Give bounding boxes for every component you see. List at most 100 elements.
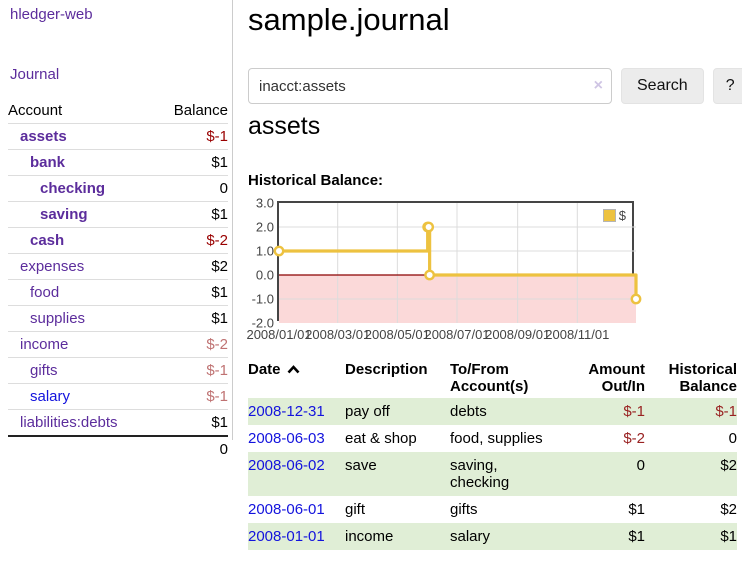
transaction-description: eat & shop (345, 430, 417, 447)
account-link-assets[interactable]: assets (20, 128, 67, 145)
main-content: sample.journal × Search ? assets Histori… (246, 0, 742, 582)
search-button[interactable]: Search (621, 68, 704, 104)
x-tick-label: 2008/03/01 (305, 327, 371, 342)
account-row: gifts $-1 (8, 357, 228, 384)
register-row: 2008-06-01 gift gifts $1 $2 (248, 496, 737, 523)
accounts-column-header: To/From Account(s) (450, 361, 529, 395)
account-balance: $1 (155, 201, 228, 228)
transaction-balance: $1 (720, 528, 737, 545)
x-tick-label: 2008/11/01 (545, 327, 610, 342)
y-tick-label: -1.0 (251, 291, 274, 307)
sidebar: hledger-web Journal Account Balance asse… (0, 0, 233, 462)
transaction-amount: $1 (628, 501, 645, 518)
date-column-header[interactable]: Date (248, 358, 345, 398)
account-link-salary[interactable]: salary (30, 388, 71, 405)
chart-plot-area[interactable]: $ (273, 201, 642, 323)
search-input[interactable] (248, 68, 612, 104)
accounts-total-value: 0 (155, 435, 228, 462)
account-balance: $-1 (155, 383, 228, 410)
transaction-date-link[interactable]: 2008-06-03 (248, 430, 325, 447)
description-column-header: Description (345, 361, 428, 378)
account-row: salary $-1 (8, 383, 228, 410)
account-balance: $-2 (155, 331, 228, 358)
transaction-description: income (345, 528, 394, 545)
transaction-balance: $-1 (715, 403, 737, 420)
account-row: checking 0 (8, 175, 228, 202)
account-column-header: Account (8, 102, 63, 119)
account-balance: $-1 (155, 357, 228, 384)
account-link-supplies[interactable]: supplies (30, 310, 86, 327)
account-link-expenses[interactable]: expenses (20, 258, 85, 275)
transaction-amount: $-2 (623, 430, 645, 447)
account-row: food $1 (8, 279, 228, 306)
account-row: expenses $2 (8, 253, 228, 280)
account-link-food[interactable]: food (30, 284, 60, 301)
register-table: Date Description To/From Account(s) Amou… (248, 358, 737, 550)
transaction-accounts: gifts (450, 501, 478, 518)
transaction-amount: 0 (636, 457, 645, 474)
accounts-table: Account Balance assets $-1 bank $1 check… (8, 98, 228, 462)
account-link-income[interactable]: income (20, 336, 69, 353)
account-balance: $1 (155, 409, 228, 436)
x-tick-label: 2008/05/01 (364, 327, 430, 342)
amount-column-header: Amount Out/In (588, 361, 645, 395)
register-row: 2008-12-31 pay off debts $-1 $-1 (248, 398, 737, 425)
accounts-total-row: 0 (8, 435, 228, 462)
account-row: bank $1 (8, 149, 228, 176)
transaction-date-link[interactable]: 2008-06-01 (248, 501, 325, 518)
transaction-description: pay off (345, 403, 390, 420)
account-link-liabilities-debts[interactable]: liabilities:debts (20, 414, 118, 431)
chart-legend: $ (600, 207, 628, 224)
account-row: liabilities:debts $1 (8, 409, 228, 436)
app-brand-link[interactable]: hledger-web (10, 6, 93, 23)
transaction-accounts: food, supplies (450, 430, 543, 447)
account-balance: $1 (155, 149, 228, 176)
transaction-date-link[interactable]: 2008-06-02 (248, 457, 325, 474)
account-heading: assets (248, 112, 321, 140)
x-tick-label: 2008/01/01 (246, 327, 312, 342)
clear-search-icon[interactable]: × (593, 77, 603, 94)
account-balance: $1 (155, 305, 228, 332)
transaction-balance: $2 (720, 501, 737, 518)
account-link-cash[interactable]: cash (30, 232, 65, 249)
register-header-row: Date Description To/From Account(s) Amou… (248, 358, 737, 398)
register-row: 2008-06-02 save saving, checking 0 $2 (248, 452, 737, 496)
transaction-amount: $1 (628, 528, 645, 545)
account-balance: $-1 (155, 123, 228, 150)
transaction-description: gift (345, 501, 366, 518)
page-title: sample.journal (248, 2, 450, 37)
help-button[interactable]: ? (712, 68, 742, 104)
legend-color-swatch-icon (602, 209, 616, 222)
y-tick-label: -2.0 (251, 315, 274, 331)
transaction-date-link[interactable]: 2008-01-01 (248, 528, 325, 545)
x-tick-label: 2008/07/01 (424, 327, 490, 342)
account-row: saving $1 (8, 201, 228, 228)
transaction-balance: 0 (728, 430, 737, 447)
account-link-gifts[interactable]: gifts (30, 362, 58, 379)
chart-title: Historical Balance: (248, 172, 384, 189)
transaction-amount: $-1 (623, 403, 645, 420)
account-link-checking[interactable]: checking (40, 180, 106, 197)
transaction-balance: $2 (720, 457, 737, 474)
transaction-description: save (345, 457, 377, 474)
transaction-accounts: saving, checking (450, 457, 510, 491)
account-balance: $-2 (155, 227, 228, 254)
transaction-date-link[interactable]: 2008-12-31 (248, 403, 325, 420)
account-row: supplies $1 (8, 305, 228, 332)
sort-ascending-icon (287, 365, 299, 374)
balance-column-header: Balance (173, 102, 228, 119)
account-link-saving[interactable]: saving (40, 206, 88, 223)
search-form: × Search ? (248, 68, 742, 104)
account-balance: $2 (155, 253, 228, 280)
legend-label: $ (618, 208, 626, 223)
account-balance: $1 (155, 279, 228, 306)
account-balance: 0 (155, 175, 228, 202)
transaction-accounts: salary (450, 528, 491, 545)
account-link-bank[interactable]: bank (30, 154, 66, 171)
register-row: 2008-01-01 income salary $1 $1 (248, 523, 737, 550)
y-tick-label: 3.0 (255, 195, 274, 211)
y-tick-label: 2.0 (255, 219, 274, 235)
account-row: income $-2 (8, 331, 228, 358)
balance-column-header: Historical Balance (668, 361, 737, 395)
sidebar-item-journal[interactable]: Journal (10, 66, 60, 83)
